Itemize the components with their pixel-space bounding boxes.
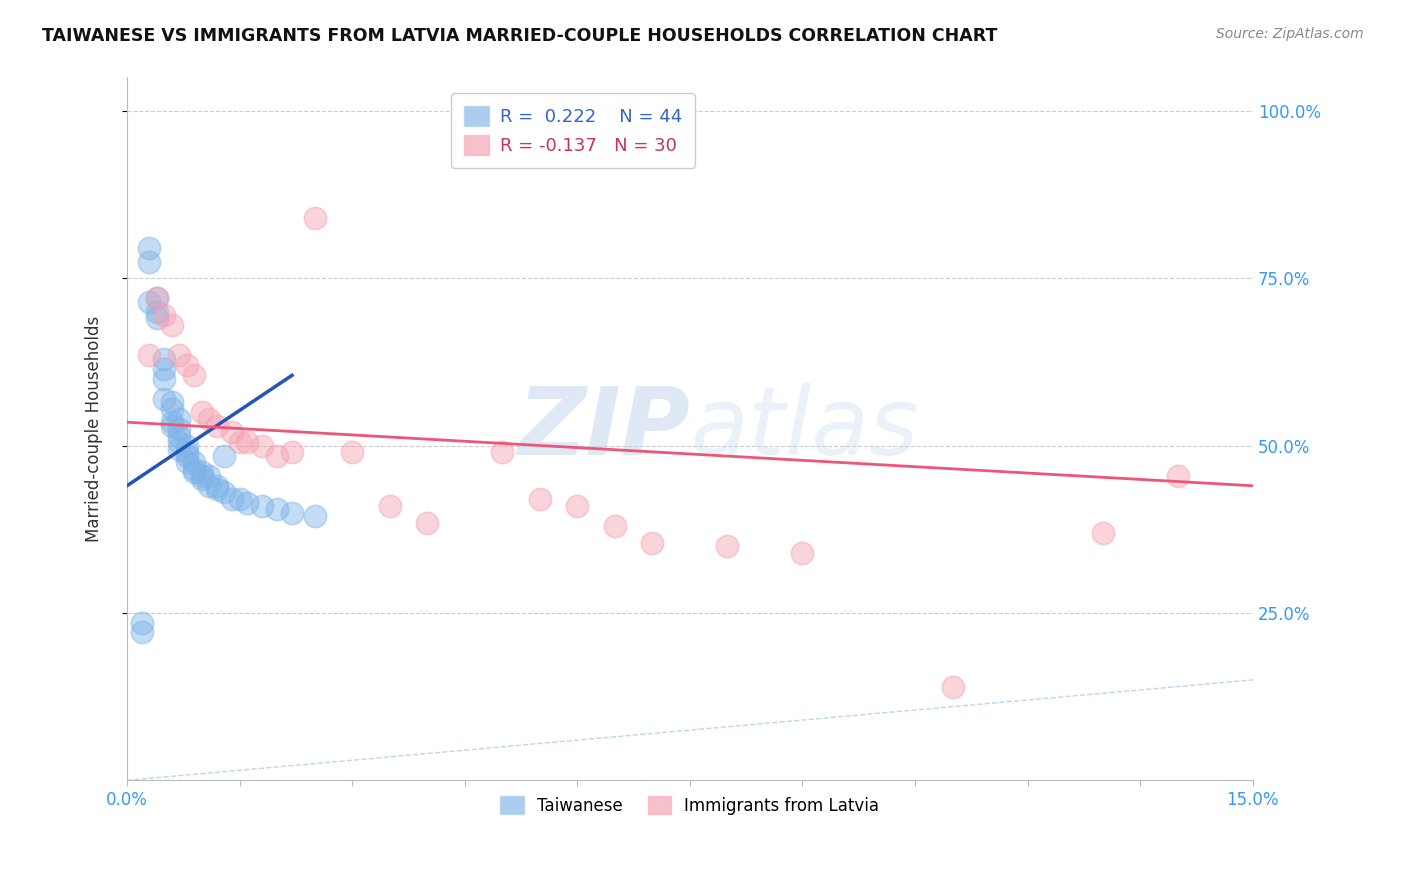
Point bbox=[205, 479, 228, 493]
Point bbox=[169, 442, 191, 456]
Point bbox=[198, 479, 221, 493]
Point bbox=[205, 418, 228, 433]
Point bbox=[138, 254, 160, 268]
Point bbox=[146, 311, 169, 326]
Text: TAIWANESE VS IMMIGRANTS FROM LATVIA MARRIED-COUPLE HOUSEHOLDS CORRELATION CHART: TAIWANESE VS IMMIGRANTS FROM LATVIA MARR… bbox=[42, 27, 997, 45]
Point bbox=[266, 449, 288, 463]
Point bbox=[160, 401, 183, 416]
Point bbox=[153, 392, 176, 406]
Point bbox=[716, 539, 738, 553]
Point bbox=[221, 492, 243, 507]
Point bbox=[160, 395, 183, 409]
Point bbox=[146, 304, 169, 318]
Point bbox=[567, 499, 589, 513]
Point bbox=[183, 466, 205, 480]
Point bbox=[138, 348, 160, 362]
Point bbox=[228, 492, 250, 507]
Point bbox=[416, 516, 439, 530]
Point bbox=[138, 241, 160, 255]
Point bbox=[221, 425, 243, 440]
Point bbox=[153, 351, 176, 366]
Point bbox=[176, 439, 198, 453]
Point bbox=[304, 508, 326, 523]
Point bbox=[792, 546, 814, 560]
Point bbox=[491, 445, 513, 459]
Point bbox=[214, 449, 236, 463]
Point bbox=[160, 318, 183, 332]
Point bbox=[236, 435, 259, 450]
Point bbox=[340, 445, 363, 459]
Point bbox=[304, 211, 326, 225]
Point bbox=[205, 482, 228, 496]
Point bbox=[603, 519, 626, 533]
Point bbox=[169, 412, 191, 426]
Point bbox=[281, 445, 304, 459]
Point bbox=[198, 468, 221, 483]
Point bbox=[153, 361, 176, 376]
Point bbox=[176, 449, 198, 463]
Point bbox=[191, 466, 214, 480]
Point bbox=[176, 445, 198, 459]
Point bbox=[250, 439, 273, 453]
Point bbox=[169, 422, 191, 436]
Point bbox=[176, 359, 198, 373]
Point bbox=[1091, 525, 1114, 540]
Point bbox=[160, 415, 183, 429]
Point bbox=[146, 291, 169, 305]
Point bbox=[191, 468, 214, 483]
Point bbox=[191, 472, 214, 486]
Point bbox=[1167, 468, 1189, 483]
Point bbox=[153, 308, 176, 322]
Point bbox=[169, 435, 191, 450]
Point bbox=[131, 615, 153, 630]
Legend: Taiwanese, Immigrants from Latvia: Taiwanese, Immigrants from Latvia bbox=[491, 786, 890, 825]
Point bbox=[198, 412, 221, 426]
Text: ZIP: ZIP bbox=[517, 383, 690, 475]
Point bbox=[250, 499, 273, 513]
Point bbox=[183, 368, 205, 383]
Point bbox=[176, 455, 198, 469]
Point bbox=[138, 294, 160, 309]
Point bbox=[169, 348, 191, 362]
Point bbox=[228, 435, 250, 450]
Point bbox=[183, 455, 205, 469]
Point bbox=[214, 485, 236, 500]
Point bbox=[131, 624, 153, 639]
Point bbox=[378, 499, 401, 513]
Point bbox=[191, 405, 214, 419]
Point bbox=[641, 535, 664, 549]
Point bbox=[183, 462, 205, 476]
Point bbox=[146, 291, 169, 305]
Y-axis label: Married-couple Households: Married-couple Households bbox=[86, 316, 103, 542]
Point bbox=[281, 506, 304, 520]
Text: atlas: atlas bbox=[690, 384, 918, 475]
Point bbox=[529, 492, 551, 507]
Point bbox=[942, 680, 965, 694]
Point bbox=[169, 428, 191, 442]
Point bbox=[153, 372, 176, 386]
Point bbox=[266, 502, 288, 516]
Text: Source: ZipAtlas.com: Source: ZipAtlas.com bbox=[1216, 27, 1364, 41]
Point bbox=[236, 495, 259, 509]
Point bbox=[160, 418, 183, 433]
